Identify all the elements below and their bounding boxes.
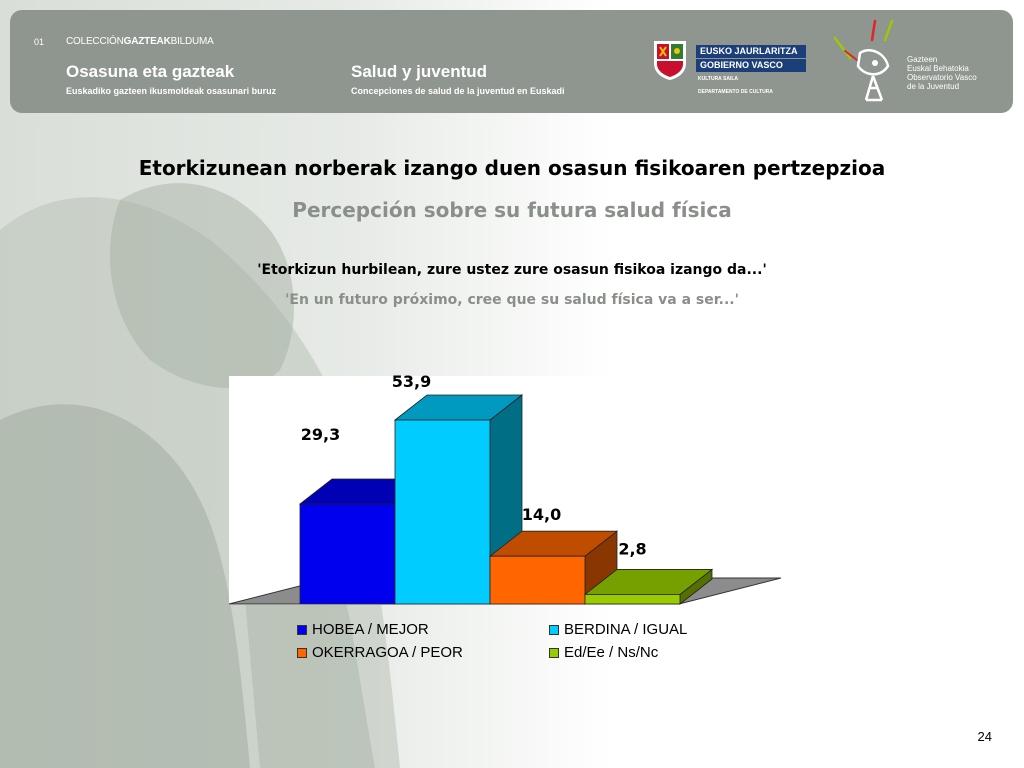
legend-swatch <box>297 624 307 635</box>
question-es: 'En un futuro próximo, cree que su salud… <box>285 292 739 308</box>
header-banner: 01 COLECCIÓNGAZTEAKBILDUMA Osasuna eta g… <box>10 10 1013 113</box>
gov-dept-eu: KULTURA SAILA <box>698 76 738 82</box>
data-label-igual: 53,9 <box>392 372 431 391</box>
legend-swatch <box>549 624 559 635</box>
bar-front <box>489 555 586 605</box>
legend-label: Ed/Ee / Ns/Nc <box>564 644 659 661</box>
gov-name-es: GOBIERNO VASCO <box>696 59 806 72</box>
slide-title-es: Percepción sobre su futura salud física <box>292 198 732 222</box>
legend-item-mejor: HOBEA / MEJOR <box>297 621 429 638</box>
page-number: 24 <box>977 729 992 744</box>
bar-front <box>394 419 491 605</box>
bar-nsnc <box>583 568 714 605</box>
legend-swatch <box>297 647 307 658</box>
bar-peor <box>488 530 619 605</box>
gov-name-eu: EUSKO JAURLARITZA <box>696 45 806 58</box>
gov-dept-es: DEPARTAMENTO DE CULTURA <box>698 89 773 95</box>
basque-government-shield-icon <box>654 41 686 80</box>
data-label-peor: 14,0 <box>522 505 561 524</box>
question-eu: 'Etorkizun hurbilean, zure ustez zure os… <box>257 262 767 278</box>
book-subtitle-es: Concepciones de salud de la juventud en … <box>351 86 565 96</box>
bar-front <box>584 594 681 605</box>
bar-front <box>299 503 396 605</box>
legend-label: HOBEA / MEJOR <box>312 621 429 638</box>
legend-item-igual: BERDINA / IGUAL <box>549 621 687 638</box>
legend-swatch <box>549 647 559 658</box>
collection-number: 01 <box>34 37 45 47</box>
legend-item-peor: OKERRAGOA / PEOR <box>297 644 463 661</box>
slide-title-eu: Etorkizunean norberak izango duen osasun… <box>138 156 886 180</box>
book-subtitle-eu: Euskadiko gazteen ikusmoldeak osasunari … <box>66 86 277 96</box>
legend-item-nsnc: Ed/Ee / Ns/Nc <box>549 644 658 661</box>
data-label-nsnc: 2,8 <box>618 539 646 558</box>
collection-name: COLECCIÓNGAZTEAKBILDUMA <box>66 36 214 47</box>
book-title-eu: Osasuna eta gazteak <box>66 62 235 81</box>
legend-label: BERDINA / IGUAL <box>564 621 688 638</box>
data-label-mejor: 29,3 <box>301 425 340 444</box>
legend-label: OKERRAGOA / PEOR <box>312 644 463 661</box>
observatory-name: Gazteen Euskal Behatokia Observatorio Va… <box>907 55 977 91</box>
observatory-antenna-icon <box>833 19 894 102</box>
book-title-es: Salud y juventud <box>351 62 488 81</box>
